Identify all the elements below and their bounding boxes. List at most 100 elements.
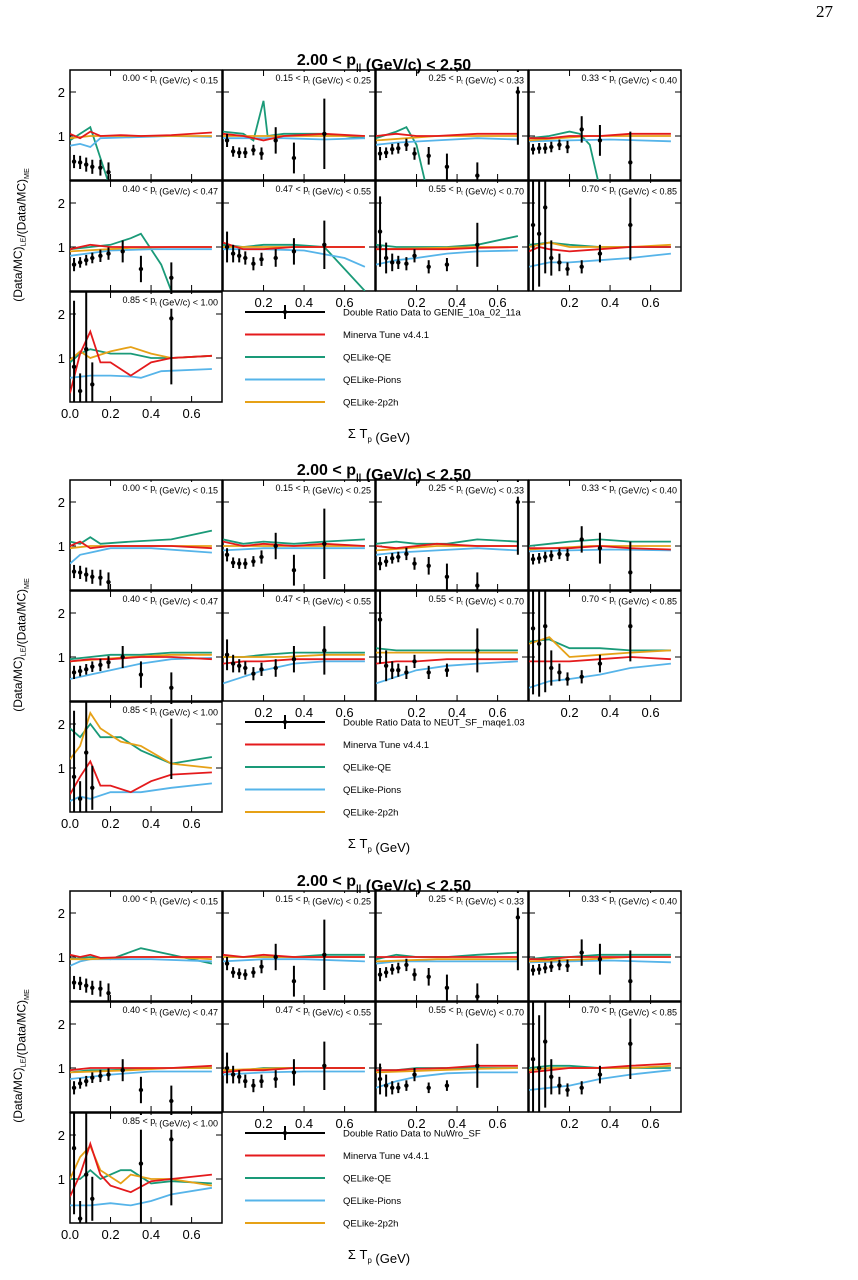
panel-frame: [222, 180, 376, 292]
x-tick-label: 0.6: [336, 295, 354, 310]
data-point: [243, 150, 248, 155]
legend-data: Double Ratio Data to GENIE_10a_02_11a: [245, 305, 522, 319]
panel-1: 1 2 0.00 < pt (GeV/c) < 0.15: [58, 479, 223, 591]
y-tick-label: 1: [58, 129, 65, 144]
panel-9: 1 2 0.85 < pt (GeV/c) < 1.00 0.0 0.2 0.4 0.6: [58, 701, 223, 831]
data-point: [98, 662, 103, 668]
panel-label-bg: [120, 593, 220, 608]
series-minerva: [376, 542, 518, 550]
data-point: [77, 570, 83, 575]
data-points: [377, 70, 521, 180]
data-point: [536, 641, 542, 646]
panel-label-bg: [426, 1004, 526, 1019]
x-axis-label: Σ Tp (GeV): [348, 1247, 410, 1266]
y-tick-label: 1: [58, 650, 65, 665]
data-point: [251, 970, 256, 975]
data-point: [120, 1068, 125, 1073]
data-point: [120, 249, 125, 254]
data-point: [138, 1087, 144, 1093]
data-point: [90, 1075, 95, 1080]
data-point: [237, 561, 242, 566]
data-point: [377, 229, 383, 234]
data-point: [77, 388, 83, 394]
series-qe: [70, 651, 212, 661]
data-point: [426, 1085, 431, 1091]
series-minerva: [529, 956, 671, 961]
data-point: [404, 142, 409, 147]
data-point: [243, 665, 248, 671]
data-point: [77, 668, 83, 674]
x-tick-label: 0.6: [336, 1116, 354, 1131]
x-tick-label: 0.2: [560, 1116, 578, 1131]
panel-7: 0.55 < pt (GeV/c) < 0.70 0.2 0.4 0.6: [375, 590, 529, 720]
panel-label-bg: [120, 183, 220, 198]
data-point: [628, 1041, 633, 1047]
x-tick-label: 0.4: [295, 705, 313, 720]
data-point: [475, 1063, 480, 1069]
series-qe: [529, 953, 671, 961]
panel-label: 0.00 < pt (GeV/c) < 0.15: [122, 894, 218, 907]
data-point: [383, 663, 389, 668]
data-point: [475, 994, 480, 999]
series-minerva: [376, 1064, 518, 1072]
panel-label-bg: [273, 1004, 373, 1019]
data-points: [71, 646, 174, 701]
y-tick-label: 2: [58, 196, 65, 211]
data-point: [543, 146, 548, 151]
data-point: [71, 262, 77, 267]
x-tick-label: 0.4: [142, 816, 160, 831]
data-point: [444, 985, 450, 990]
data-point: [444, 668, 450, 673]
panel-frame: [222, 1001, 376, 1113]
legend-2p2h: QELike-2p2h: [245, 398, 398, 409]
series-minerva: [70, 656, 212, 663]
x-tick-label: 0.4: [448, 1116, 466, 1131]
data-point: [530, 1057, 536, 1062]
data-point: [549, 964, 554, 969]
legend-label: QELike-Pions: [343, 1196, 401, 1207]
panel-7: 0.55 < pt (GeV/c) < 0.70 0.2 0.4 0.6: [375, 180, 529, 310]
data-point: [628, 979, 633, 984]
data-point: [426, 670, 431, 675]
series-twop2h: [376, 135, 518, 142]
data-point: [377, 617, 383, 622]
panel-frame: [222, 69, 376, 181]
data-point: [515, 499, 521, 505]
y-tick-label: 2: [58, 1128, 65, 1143]
data-point: [579, 127, 584, 132]
panel-9: 1 2 0.85 < pt (GeV/c) < 1.00 0.0 0.2 0.4 0.6: [58, 1112, 223, 1242]
legend-label: QELike-2p2h: [343, 1219, 398, 1230]
legend-minerva: Minerva Tune v4.4.1: [245, 740, 429, 751]
curves: [529, 538, 671, 553]
data-point: [543, 1039, 548, 1044]
data-point: [169, 1098, 174, 1104]
panel-label: 0.47 < pt (GeV/c) < 0.55: [275, 1005, 371, 1018]
y-tick-label: 1: [58, 1172, 65, 1187]
data-point: [412, 561, 417, 566]
data-point: [251, 261, 256, 266]
panel-frame: [69, 69, 223, 181]
data-point: [291, 568, 297, 573]
panel-frame: [375, 890, 529, 1002]
data-point: [475, 173, 480, 178]
data-point: [77, 260, 83, 265]
data-point: [237, 150, 242, 155]
data-point: [543, 965, 548, 971]
data-point: [377, 561, 383, 566]
series-qe: [70, 1169, 212, 1185]
y-tick-label: 2: [58, 307, 65, 322]
panel-label-bg: [120, 1115, 220, 1130]
data-point: [224, 138, 230, 143]
legend-2p2h: QELike-2p2h: [245, 1219, 398, 1230]
panel-frame: [528, 1001, 682, 1113]
series-minerva: [70, 1064, 212, 1072]
data-point: [377, 972, 383, 977]
data-point: [549, 255, 554, 261]
data-point: [579, 674, 584, 679]
series-pions: [70, 135, 212, 149]
x-tick-label: 0.6: [183, 406, 201, 421]
data-point: [549, 1074, 554, 1080]
x-tick-label: 0.2: [560, 295, 578, 310]
panel-label-bg: [120, 72, 220, 87]
data-point: [243, 255, 248, 261]
